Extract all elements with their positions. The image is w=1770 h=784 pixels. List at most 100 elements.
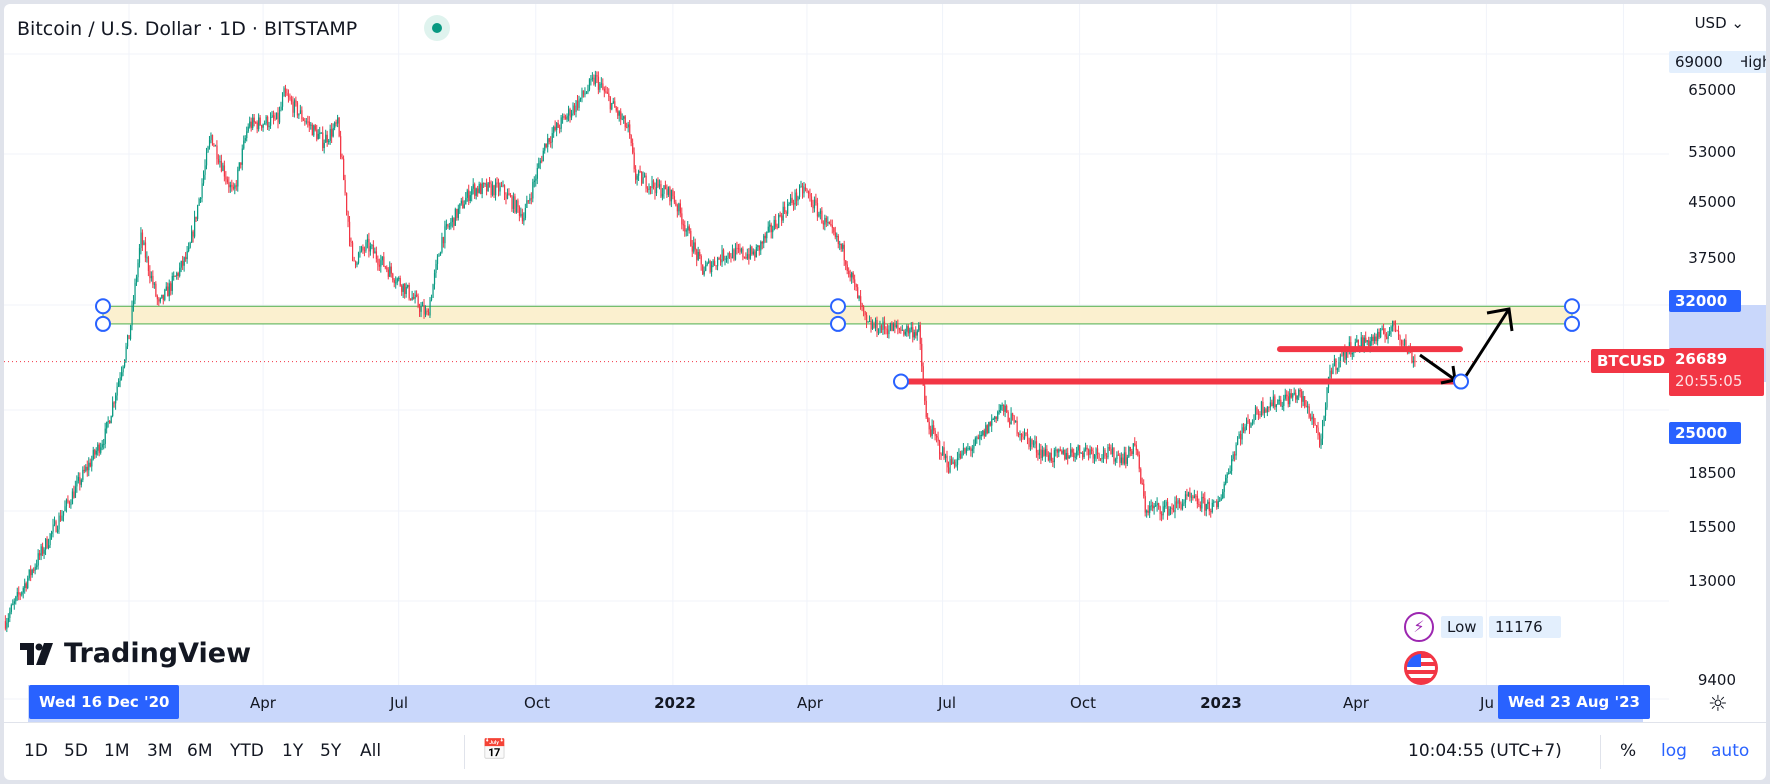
candle-body bbox=[730, 256, 732, 259]
candle-body bbox=[831, 225, 833, 228]
range-button-3m[interactable]: 3M bbox=[147, 741, 173, 761]
candle-body bbox=[550, 141, 552, 143]
candle-body bbox=[1380, 329, 1382, 338]
candle-body bbox=[228, 182, 230, 188]
candle-body bbox=[357, 253, 360, 263]
zone-drag-handle-icon[interactable] bbox=[95, 315, 111, 332]
candle-body bbox=[232, 186, 234, 189]
candle-body bbox=[603, 88, 606, 92]
candle-body bbox=[1053, 450, 1055, 463]
zone-drag-handle-icon[interactable] bbox=[830, 315, 846, 332]
candle-body bbox=[971, 448, 974, 451]
candle-body bbox=[1167, 501, 1169, 516]
candle-body bbox=[955, 464, 957, 466]
range-button-all[interactable]: All bbox=[360, 741, 382, 761]
candle-body bbox=[1286, 394, 1288, 397]
range-button-1d[interactable]: 1D bbox=[24, 741, 48, 761]
symbol-title[interactable]: Bitcoin / U.S. Dollar · 1D · BITSTAMP bbox=[17, 18, 358, 40]
percent-scale-button[interactable]: % bbox=[1620, 741, 1637, 761]
candle-body bbox=[302, 119, 305, 121]
candle-body bbox=[1378, 331, 1380, 338]
candle-body bbox=[693, 242, 695, 252]
candle-body bbox=[1287, 396, 1289, 405]
candle-body bbox=[927, 417, 929, 423]
candle-body bbox=[353, 256, 355, 261]
candle-body bbox=[146, 257, 148, 259]
candle-body bbox=[503, 185, 506, 195]
candle-body bbox=[33, 569, 35, 571]
candle-body bbox=[334, 122, 336, 128]
candle-body bbox=[483, 182, 485, 185]
candle-body bbox=[1280, 399, 1282, 407]
candle-body bbox=[1026, 434, 1029, 438]
candle-body bbox=[770, 224, 772, 233]
candle-body bbox=[651, 180, 653, 189]
candle-body bbox=[1192, 496, 1194, 499]
candle-body bbox=[563, 116, 565, 118]
candle-body bbox=[164, 289, 166, 300]
line-drag-handle-icon[interactable] bbox=[1453, 373, 1469, 390]
candle-body bbox=[654, 187, 656, 194]
timezone-clock[interactable]: 10:04:55 (UTC+7) bbox=[1408, 741, 1562, 761]
candle-body bbox=[1034, 441, 1036, 444]
market-open-status-icon[interactable] bbox=[424, 15, 450, 41]
log-scale-button[interactable]: log bbox=[1661, 741, 1687, 761]
candle-body bbox=[702, 264, 704, 275]
candle-body bbox=[359, 250, 361, 254]
candle-body bbox=[1220, 498, 1222, 501]
candle-body bbox=[676, 205, 679, 212]
candle-body bbox=[417, 296, 419, 307]
candle-body bbox=[1171, 507, 1173, 511]
candle-body bbox=[945, 455, 947, 459]
candle-body bbox=[724, 258, 726, 260]
range-button-1m[interactable]: 1M bbox=[104, 741, 130, 761]
range-button-5y[interactable]: 5Y bbox=[320, 741, 342, 761]
candle-body bbox=[226, 179, 229, 183]
candle-body bbox=[1295, 392, 1297, 400]
candle-body bbox=[594, 75, 597, 85]
candle-body bbox=[1141, 483, 1143, 485]
candle-body bbox=[1272, 396, 1275, 407]
lightning-event-icon[interactable]: ⚡ bbox=[1404, 612, 1434, 642]
candle-body bbox=[267, 116, 269, 128]
zone-drag-handle-icon[interactable] bbox=[830, 298, 846, 315]
auto-scale-button[interactable]: auto bbox=[1711, 741, 1750, 761]
range-button-1y[interactable]: 1Y bbox=[282, 741, 304, 761]
tradingview-logo[interactable]: TradingView bbox=[20, 638, 251, 669]
candle-body bbox=[205, 152, 208, 166]
go-to-date-calendar-icon[interactable]: 📅 bbox=[482, 737, 507, 761]
candle-body bbox=[37, 553, 39, 566]
candle-body bbox=[149, 270, 151, 279]
candle-body bbox=[596, 75, 598, 77]
candle-body bbox=[159, 298, 161, 302]
candle-body bbox=[1041, 450, 1044, 459]
candle-body bbox=[1225, 477, 1227, 485]
chart-settings-sun-icon[interactable]: ☼ bbox=[1708, 692, 1728, 717]
zone-drag-handle-icon[interactable] bbox=[1564, 298, 1580, 315]
candle-body bbox=[1330, 370, 1333, 375]
candle-body bbox=[1098, 453, 1100, 459]
us-flag-event-icon[interactable] bbox=[1404, 651, 1438, 685]
zone-drag-handle-icon[interactable] bbox=[95, 298, 111, 315]
candle-body bbox=[314, 125, 316, 130]
candle-body bbox=[1387, 334, 1389, 339]
line-drag-handle-icon[interactable] bbox=[893, 373, 909, 390]
candle-body bbox=[948, 467, 950, 473]
candle-body bbox=[907, 326, 909, 334]
candle-body bbox=[1238, 434, 1240, 439]
price-chart[interactable] bbox=[4, 4, 1766, 722]
range-button-ytd[interactable]: YTD bbox=[230, 741, 264, 761]
candle-body bbox=[466, 190, 468, 198]
candle-body bbox=[687, 226, 689, 231]
candle-body bbox=[797, 196, 799, 201]
currency-selector[interactable]: USD ⌄ bbox=[1695, 14, 1744, 32]
candle-body bbox=[845, 260, 847, 265]
candle-body bbox=[1395, 325, 1397, 331]
candle-body bbox=[477, 188, 479, 193]
candle-body bbox=[1403, 339, 1406, 345]
range-button-5d[interactable]: 5D bbox=[64, 741, 88, 761]
candle-body bbox=[287, 95, 290, 98]
candle-body bbox=[112, 402, 114, 417]
range-button-6m[interactable]: 6M bbox=[187, 741, 213, 761]
zone-drag-handle-icon[interactable] bbox=[1564, 315, 1580, 332]
